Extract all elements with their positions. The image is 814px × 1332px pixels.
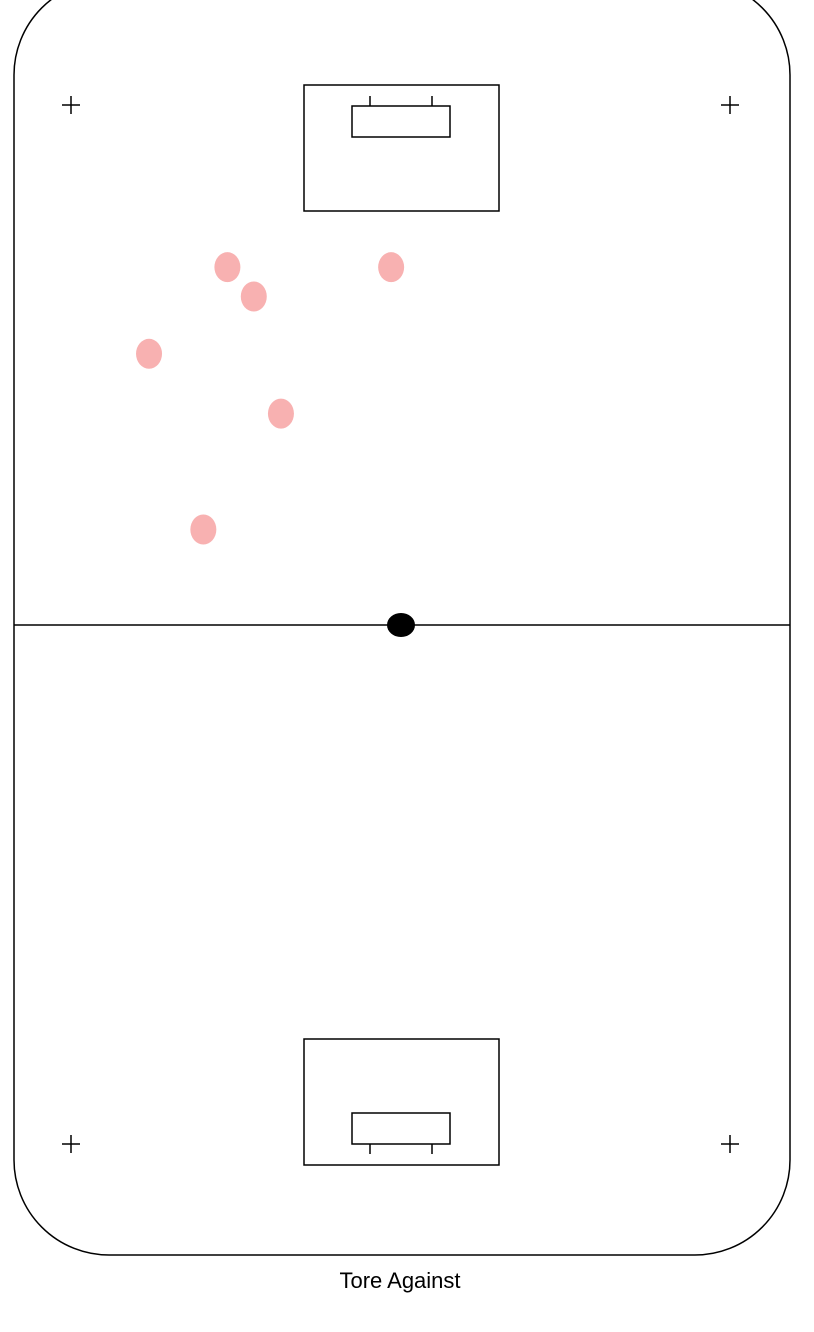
- goals-against-markers: [136, 252, 405, 545]
- goal-against-marker-4: [136, 338, 163, 369]
- rink-boundary: [13, 0, 791, 1256]
- goal-cage-bottom: [351, 1112, 451, 1145]
- goal-against-marker-2: [240, 281, 267, 312]
- faceoff-mark-bottom-right: [721, 1135, 739, 1153]
- goal-area-bottom: [303, 1038, 500, 1166]
- goal-against-marker-3: [378, 252, 405, 283]
- faceoff-mark-top-right: [721, 96, 739, 114]
- faceoff-mark-top-left: [62, 96, 80, 114]
- chart-caption: Tore Against: [339, 1268, 461, 1293]
- goal-cage-top: [351, 105, 451, 138]
- goal-area-top: [303, 84, 500, 212]
- center-dot: [387, 613, 415, 637]
- goal-against-marker-6: [190, 514, 217, 545]
- goal-against-marker-1: [214, 252, 241, 283]
- faceoff-mark-bottom-left: [62, 1135, 80, 1153]
- floorball-rink: [13, 0, 791, 1256]
- goal-against-marker-5: [267, 398, 294, 429]
